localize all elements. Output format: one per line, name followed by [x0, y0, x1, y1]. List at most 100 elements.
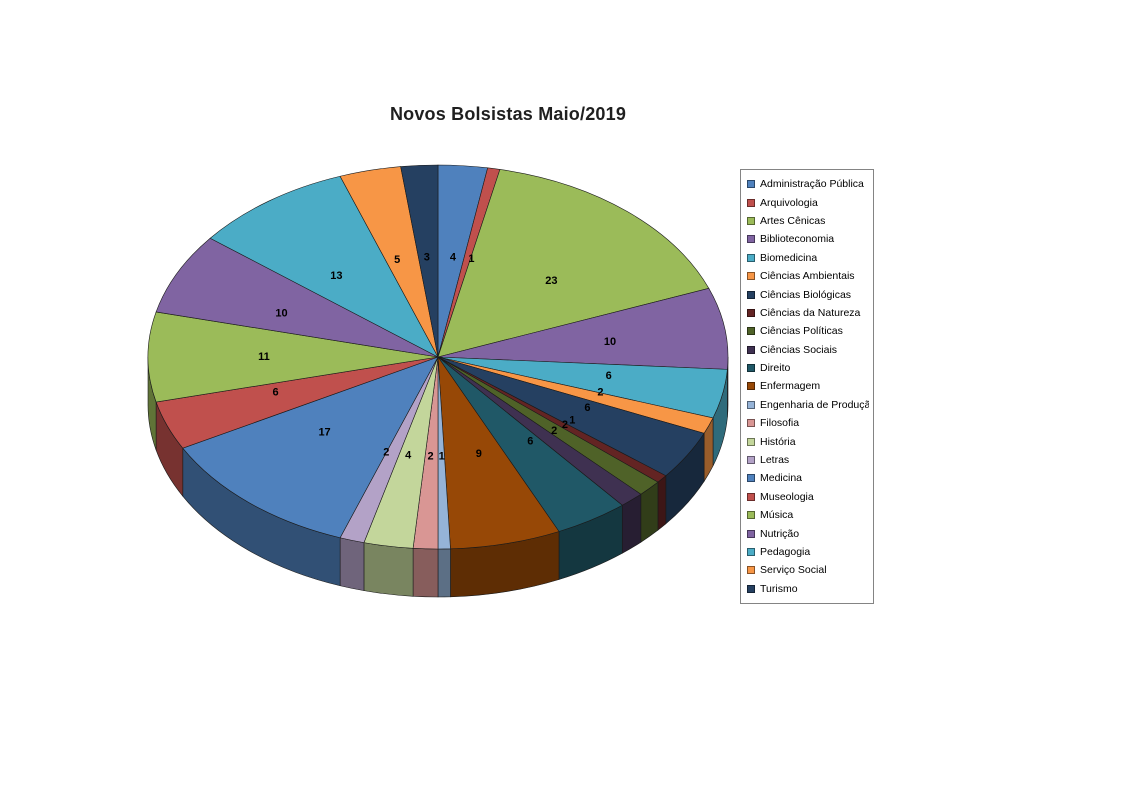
- legend-swatch-musica: [747, 511, 755, 520]
- pie-slice-artes-cenicas: [437, 169, 710, 358]
- slice-value-label-ciencias-politicas: 2: [562, 419, 568, 431]
- slice-value-label-nutricao: 10: [275, 307, 287, 319]
- legend-swatch-enfermagem: [747, 382, 755, 391]
- legend: Administração Pública Arquivologia Artes C…: [740, 169, 874, 604]
- legend-item-enfermagem: Enfermagem: [747, 377, 869, 395]
- legend-item-direito: Direito: [747, 359, 869, 377]
- slice-value-label-turismo: 3: [424, 251, 430, 263]
- legend-item-pedagogia: Pedagogia: [747, 543, 869, 561]
- legend-swatch-filosofia: [747, 419, 755, 428]
- legend-label: Pedagogia: [760, 546, 811, 558]
- slice-value-label-ciencias-ambientais: 2: [597, 387, 603, 399]
- slice-value-label-historia: 4: [405, 449, 412, 461]
- pie-slice-side-letras: [339, 537, 365, 591]
- slice-value-label-artes-cenicas: 23: [545, 275, 557, 287]
- legend-label: Museologia: [760, 490, 814, 503]
- legend-swatch-artes-cenicas: [747, 216, 755, 225]
- pie-slice-turismo: [400, 164, 439, 358]
- slice-value-label-musica: 11: [258, 351, 270, 363]
- legend-item-ciencias-da-natureza: Ciências da Natureza: [747, 304, 869, 322]
- legend-item-turismo: Turismo: [747, 580, 869, 598]
- legend-item-ciencias-biologicas: Ciências Biológicas: [747, 285, 869, 303]
- pie-slice-pedagogia: [209, 175, 439, 358]
- legend-label: Enfermagem: [760, 380, 821, 393]
- legend-label: Direito: [760, 362, 791, 375]
- pie-slice-medicina: [182, 356, 439, 539]
- legend-item-nutricao: Nutrição: [747, 524, 869, 542]
- legend-label: Artes Cênicas: [760, 214, 826, 227]
- slice-value-label-arquivologia: 1: [468, 253, 474, 265]
- slice-value-label-servico-social: 5: [394, 254, 400, 266]
- legend-item-servico-social: Serviço Social: [747, 561, 869, 579]
- pie-slice-side-filosofia: [412, 547, 439, 598]
- legend-label: Ciências Ambientais: [760, 270, 855, 283]
- legend-item-biblioteconomia: Biblioteconomia: [747, 230, 869, 248]
- pie-slice-biblioteconomia: [437, 287, 729, 370]
- legend-swatch-biblioteconomia: [747, 235, 755, 244]
- slice-value-label-ciencias-biologicas: 6: [584, 402, 590, 414]
- legend-item-ciencias-ambientais: Ciências Ambientais: [747, 267, 869, 285]
- legend-item-ciencias-politicas: Ciências Políticas: [747, 322, 869, 340]
- legend-label: Administração Pública: [760, 178, 864, 191]
- legend-label: Biomedicina: [760, 251, 818, 264]
- legend-label: Engenharia de Produção: [760, 398, 869, 411]
- legend-item-filosofia: Filosofia: [747, 414, 869, 432]
- legend-item-artes-cenicas: Artes Cênicas: [747, 212, 869, 230]
- chart-title: Novos Bolsistas Maio/2019: [389, 104, 627, 124]
- legend-item-administracao-publica: Administração Pública: [747, 175, 869, 193]
- legend-label: Filosofia: [760, 417, 800, 430]
- legend-swatch-museologia: [747, 492, 755, 501]
- legend-swatch-servico-social: [747, 566, 755, 575]
- legend-item-biomedicina: Biomedicina: [747, 249, 869, 267]
- legend-item-historia: História: [747, 432, 869, 450]
- legend-label: Ciências da Natureza: [760, 306, 861, 319]
- legend-label: Medicina: [760, 472, 803, 485]
- legend-label: Serviço Social: [760, 564, 827, 577]
- slice-value-label-ciencias-da-natureza: 1: [569, 414, 575, 426]
- legend-label: Arquivologia: [760, 196, 818, 209]
- legend-item-medicina: Medicina: [747, 469, 869, 487]
- slice-value-label-enfermagem: 9: [476, 448, 482, 460]
- legend-swatch-direito: [747, 364, 755, 373]
- pie-slice-side-ciencias-da-natureza: [657, 475, 667, 531]
- legend-swatch-ciencias-da-natureza: [747, 308, 755, 317]
- legend-label: Ciências Políticas: [760, 325, 843, 338]
- legend-swatch-ciencias-politicas: [747, 327, 755, 336]
- legend-label: História: [760, 435, 796, 448]
- legend-label: Ciências Sociais: [760, 343, 838, 356]
- legend-label: Biblioteconomia: [760, 233, 835, 246]
- pie-slice-side-historia: [363, 542, 414, 597]
- legend-swatch-administracao-publica: [747, 180, 755, 189]
- legend-swatch-ciencias-sociais: [747, 345, 755, 354]
- legend-swatch-biomedicina: [747, 253, 755, 262]
- slice-value-label-ciencias-sociais: 2: [551, 425, 557, 437]
- legend-swatch-pedagogia: [747, 548, 755, 556]
- legend-swatch-nutricao: [747, 529, 755, 538]
- slice-value-label-filosofia: 2: [427, 451, 433, 463]
- slice-value-label-administracao-publica: 4: [450, 251, 457, 263]
- pie-slice-musica: [147, 311, 439, 403]
- legend-item-musica: Música: [747, 506, 869, 524]
- slice-value-label-engenharia-de-producao: 1: [439, 451, 445, 463]
- slice-value-label-pedagogia: 13: [330, 270, 342, 282]
- pie-slice-side-engenharia-de-producao: [437, 548, 451, 598]
- slice-value-label-letras: 2: [383, 446, 389, 458]
- pie-slice-nutricao: [155, 237, 439, 358]
- legend-item-letras: Letras: [747, 451, 869, 469]
- legend-swatch-ciencias-biologicas: [747, 290, 755, 299]
- legend-label: Nutrição: [760, 527, 800, 540]
- legend-swatch-medicina: [747, 474, 755, 483]
- legend-item-museologia: Museologia: [747, 488, 869, 506]
- legend-label: Música: [760, 509, 794, 522]
- slice-value-label-direito: 6: [527, 436, 533, 448]
- legend-swatch-arquivologia: [747, 198, 755, 207]
- slice-value-label-medicina: 17: [318, 427, 330, 439]
- slice-value-label-biblioteconomia: 10: [604, 336, 616, 348]
- legend-swatch-letras: [747, 456, 755, 465]
- legend-swatch-historia: [747, 437, 755, 446]
- legend-item-engenharia-de-producao: Engenharia de Produção: [747, 396, 869, 414]
- legend-item-ciencias-sociais: Ciências Sociais: [747, 341, 869, 359]
- legend-swatch-ciencias-ambientais: [747, 272, 755, 281]
